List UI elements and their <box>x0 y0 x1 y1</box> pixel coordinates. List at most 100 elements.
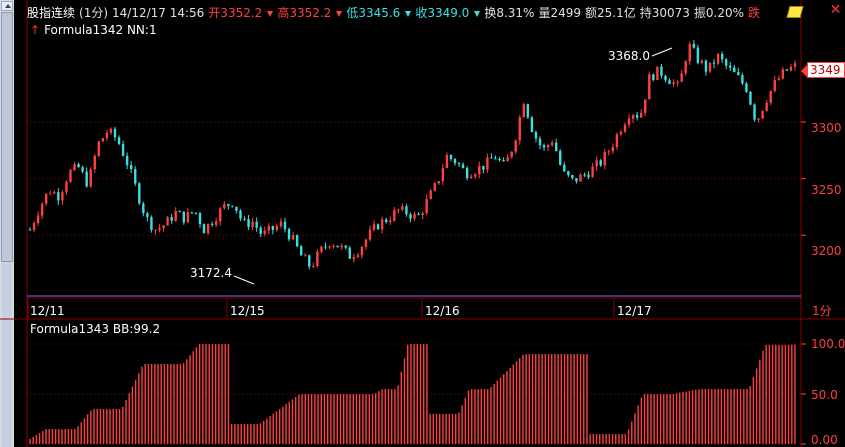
candle-body <box>291 235 295 240</box>
indicator-axis-label: 0.00 <box>811 433 838 447</box>
candle-body <box>579 174 582 182</box>
candle-body <box>631 115 635 119</box>
low-annotation: 3172.4 <box>190 266 232 280</box>
candle-body <box>255 221 258 228</box>
candle-body <box>765 102 768 111</box>
candle-body <box>109 128 113 133</box>
period-indicator[interactable]: 1分 <box>812 304 832 318</box>
date-label: 12/15 <box>230 304 265 318</box>
scrollbar-thumb[interactable] <box>1 12 13 262</box>
datetime-label: 14/12/17 14:56 <box>112 6 205 20</box>
candle-body <box>308 255 311 267</box>
scroll-up-button[interactable] <box>1 1 13 11</box>
candle-body <box>344 245 347 248</box>
candle-body <box>777 78 781 81</box>
candle-body <box>405 206 408 215</box>
candle-body <box>360 246 364 256</box>
candle-body <box>267 226 271 231</box>
candle-body <box>534 131 538 139</box>
candle-body <box>720 53 724 60</box>
candle-body <box>287 229 291 240</box>
candle-body <box>773 80 776 91</box>
candle-body <box>142 203 145 214</box>
candle-body <box>154 229 157 231</box>
candle-body <box>65 181 68 193</box>
candle-body <box>611 147 615 152</box>
candle-body <box>178 211 181 213</box>
candle-body <box>198 213 202 225</box>
candle-body <box>729 65 732 68</box>
candle-body <box>194 212 198 214</box>
candle-body <box>348 247 351 259</box>
sub-formula-label[interactable]: Formula1343 BB:99.2 <box>30 321 160 337</box>
candle-body <box>117 137 121 144</box>
candle-body <box>498 158 501 161</box>
candle-body <box>352 256 356 259</box>
candle-body <box>453 159 457 164</box>
candle-body <box>619 131 623 135</box>
candle-body <box>61 192 64 201</box>
candle-body <box>607 151 611 153</box>
candle-body <box>623 124 627 132</box>
formula-name: Formula1342 <box>44 23 124 37</box>
turnover-value: 换8.31% <box>484 6 535 20</box>
instrument-name: 股指连续 <box>27 6 76 20</box>
candle-body <box>174 211 177 221</box>
candle-body <box>356 255 360 257</box>
candle-body <box>749 91 752 105</box>
low-annotation-leader <box>233 275 255 285</box>
candle-body <box>635 115 639 118</box>
candle-body <box>210 223 214 225</box>
candle-body <box>692 43 696 48</box>
candle-body <box>28 229 32 231</box>
candle-body <box>150 217 153 231</box>
candle-body <box>251 221 254 228</box>
candle-body <box>745 83 748 92</box>
candle-body <box>364 239 368 247</box>
close-value: 收3349.0 <box>415 6 481 20</box>
candle-body <box>214 221 218 225</box>
indicator-axis-label: 50.0 <box>811 388 838 402</box>
vertical-scrollbar[interactable] <box>0 0 14 447</box>
candle-body <box>125 155 129 166</box>
candle-body <box>445 155 449 169</box>
candle-body <box>469 176 473 179</box>
date-label: 12/11 <box>30 304 65 318</box>
candle-body <box>518 117 521 141</box>
open-interest-value: 持30073 <box>639 6 690 20</box>
candle-body <box>190 212 194 214</box>
candle-body <box>660 66 663 76</box>
candle-body <box>81 167 84 172</box>
candle-body <box>231 205 234 207</box>
candle-body <box>761 110 764 119</box>
candle-body <box>437 181 441 184</box>
candle-body <box>688 43 691 62</box>
candle-body <box>615 134 619 148</box>
candle-body <box>486 157 489 170</box>
candle-body <box>89 169 92 187</box>
candle-body <box>401 206 404 210</box>
low-value: 低3345.6 <box>346 6 412 20</box>
candle-body <box>704 60 708 72</box>
candle-body <box>494 158 497 160</box>
candle-body <box>680 73 683 82</box>
candle-body <box>279 221 283 227</box>
candle-body <box>546 145 550 148</box>
candle-body <box>44 193 48 204</box>
close-icon[interactable]: ✕ <box>829 2 842 18</box>
candle-body <box>716 53 720 64</box>
candle-body <box>583 174 586 176</box>
candle-body <box>389 220 392 223</box>
candle-body <box>206 223 210 234</box>
candle-body <box>781 69 785 79</box>
open-value: 开3352.2 <box>208 6 274 20</box>
candle-body <box>478 165 481 175</box>
main-formula-label[interactable]: ↑ Formula1342 NN:1 <box>30 22 157 38</box>
candle-body <box>425 199 428 214</box>
candle-body <box>413 213 416 219</box>
candle-body <box>563 164 566 172</box>
candle-body <box>223 204 226 209</box>
candle-body <box>138 183 141 204</box>
